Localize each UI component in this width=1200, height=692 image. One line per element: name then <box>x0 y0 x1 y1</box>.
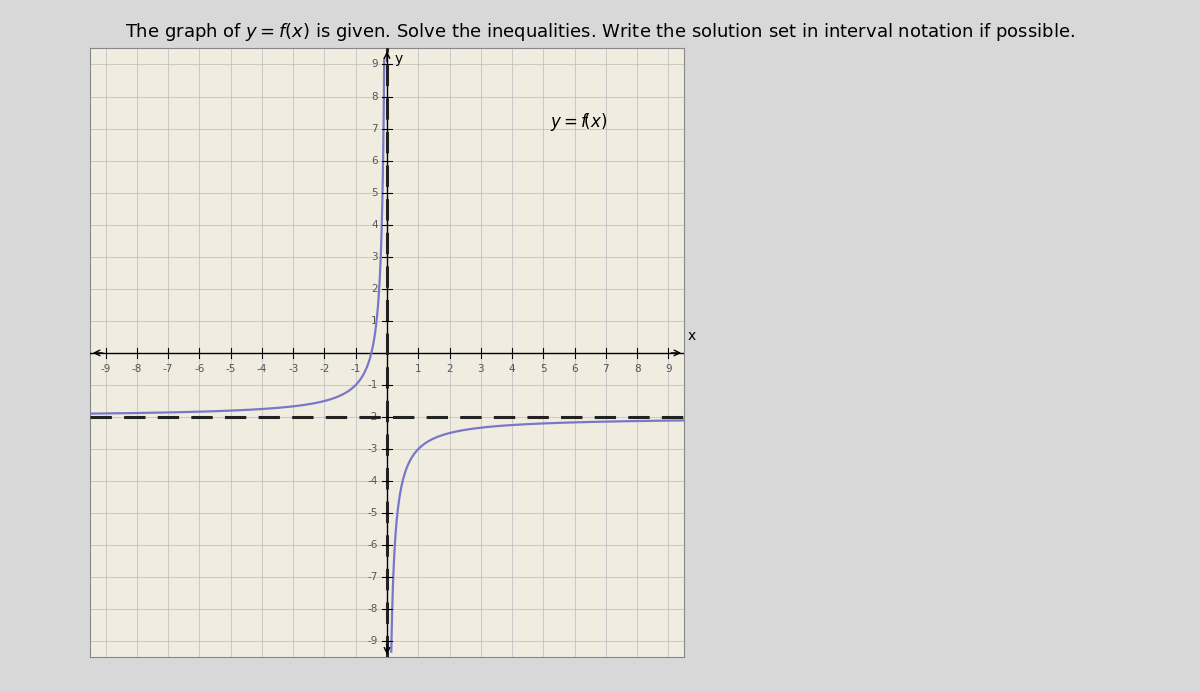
Text: 2: 2 <box>446 364 452 374</box>
Text: y: y <box>395 52 403 66</box>
Text: 1: 1 <box>415 364 421 374</box>
Text: $y = f\!\left(x\right)$: $y = f\!\left(x\right)$ <box>550 111 607 133</box>
Text: 8: 8 <box>371 91 378 102</box>
Text: 1: 1 <box>371 316 378 326</box>
Text: -3: -3 <box>367 444 378 454</box>
Text: x: x <box>688 329 695 343</box>
Text: -6: -6 <box>367 540 378 550</box>
Text: The graph of $y=f\left(x\right)$ is given. Solve the inequalities. Write the sol: The graph of $y=f\left(x\right)$ is give… <box>125 21 1075 43</box>
Text: -8: -8 <box>367 604 378 614</box>
Text: -7: -7 <box>367 572 378 582</box>
Text: 8: 8 <box>634 364 641 374</box>
Text: 4: 4 <box>509 364 515 374</box>
Text: -7: -7 <box>163 364 173 374</box>
Text: 6: 6 <box>571 364 578 374</box>
Text: -8: -8 <box>132 364 142 374</box>
Text: 3: 3 <box>371 252 378 262</box>
Text: -2: -2 <box>319 364 330 374</box>
Text: -4: -4 <box>367 476 378 486</box>
Text: 9: 9 <box>371 60 378 69</box>
Text: -9: -9 <box>101 364 110 374</box>
Text: -1: -1 <box>367 380 378 390</box>
Text: 5: 5 <box>371 188 378 198</box>
Text: 9: 9 <box>665 364 672 374</box>
Text: 2: 2 <box>371 284 378 294</box>
Text: 3: 3 <box>478 364 484 374</box>
Text: -9: -9 <box>367 637 378 646</box>
Text: 7: 7 <box>371 124 378 134</box>
Text: -3: -3 <box>288 364 299 374</box>
Text: -5: -5 <box>226 364 236 374</box>
Text: -6: -6 <box>194 364 205 374</box>
Text: -1: -1 <box>350 364 361 374</box>
Text: 5: 5 <box>540 364 547 374</box>
Text: -5: -5 <box>367 508 378 518</box>
Text: 6: 6 <box>371 156 378 165</box>
Text: 4: 4 <box>371 220 378 230</box>
Text: -4: -4 <box>257 364 268 374</box>
Text: -2: -2 <box>367 412 378 422</box>
Text: 7: 7 <box>602 364 610 374</box>
